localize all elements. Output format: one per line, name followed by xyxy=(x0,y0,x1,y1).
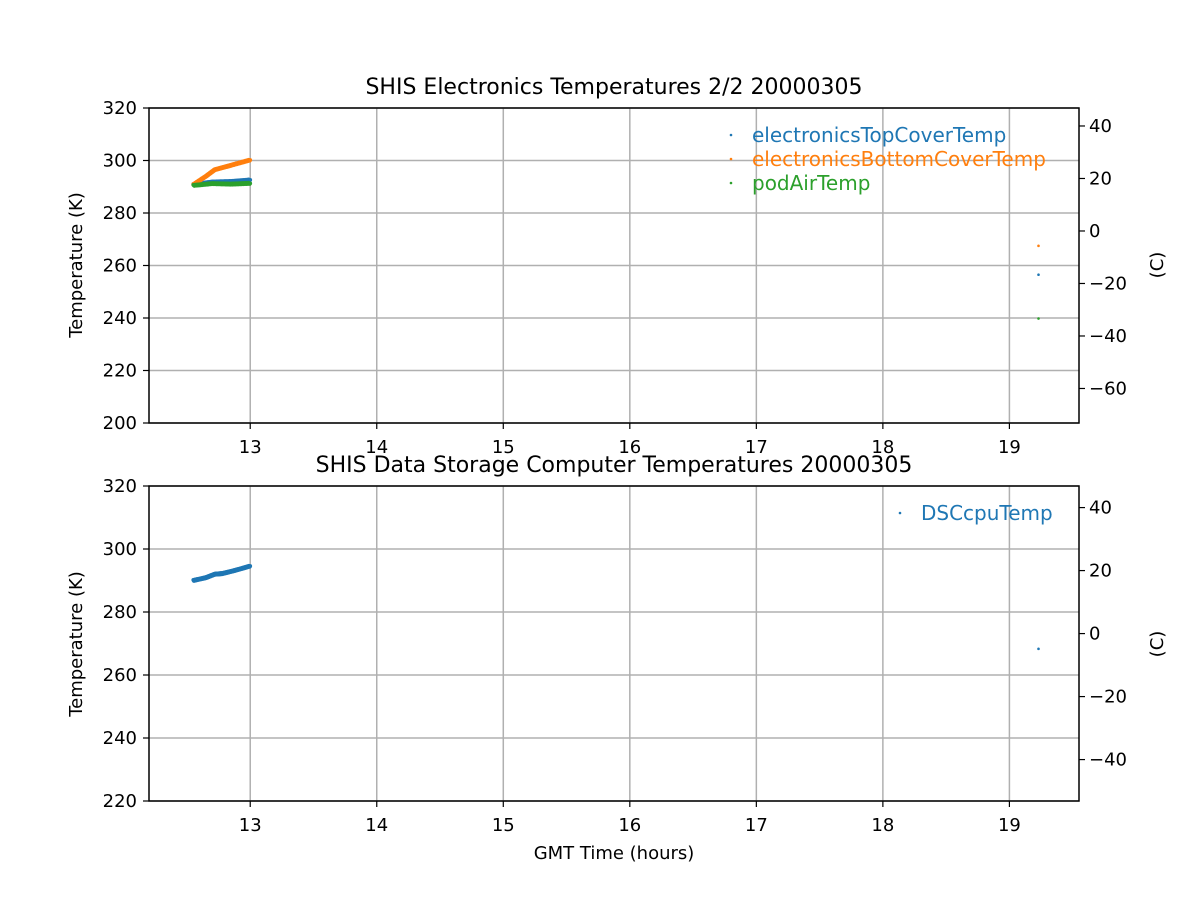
y-right-tick-label: 20 xyxy=(1089,168,1112,189)
data-point-electronicsTopCoverTemp xyxy=(248,178,253,182)
data-point-podAirTemp xyxy=(1037,317,1040,320)
x-tick-label: 13 xyxy=(239,437,262,458)
data-point-DSCcpuTemp xyxy=(1037,647,1040,651)
y-right-tick-label: 0 xyxy=(1089,221,1100,242)
top-panel: SHIS Electronics Temperatures 2/2 200003… xyxy=(66,75,1168,458)
y-tick-label: 320 xyxy=(103,476,137,497)
bottom-panel-ylabel-right: (C) xyxy=(1147,631,1168,658)
legend-label-electronicsTopCoverTemp: electronicsTopCoverTemp xyxy=(752,123,1006,147)
x-tick-label: 17 xyxy=(745,815,768,836)
y-right-tick-label: −40 xyxy=(1089,326,1127,347)
top-panel-axes: 13 14 15 16 17 18 19200220240260280300320−60−4… xyxy=(103,98,1127,458)
legend-label-electronicsBottomCoverTemp: electronicsBottomCoverTemp xyxy=(752,147,1046,171)
y-right-tick-label: 40 xyxy=(1089,498,1112,519)
y-tick-label: 260 xyxy=(103,665,137,686)
y-right-tick-label: 0 xyxy=(1089,624,1100,645)
data-point-podAirTemp xyxy=(248,181,253,186)
y-tick-label: 280 xyxy=(103,203,137,224)
y-tick-label: 200 xyxy=(103,413,137,434)
bottom-panel: SHIS Data Storage Computer Temperatures … xyxy=(66,453,1168,864)
legend-marker-DSCcpuTemp xyxy=(898,511,902,515)
y-tick-label: 240 xyxy=(103,308,137,329)
bottom-panel-grid xyxy=(149,485,1079,802)
bottom-panel-legend: DSCcpuTemp xyxy=(898,501,1053,525)
bottom-panel-axes: 13 14 15 16 17 18 19 220 240 260 280 300 320 −40 −20 0 2… xyxy=(103,476,1127,836)
data-point-electronicsTopCoverTemp xyxy=(1037,273,1040,276)
x-tick-label: 14 xyxy=(365,815,388,836)
data-point-DSCcpuTemp xyxy=(248,564,253,568)
y-right-tick-label: 20 xyxy=(1089,561,1112,582)
y-tick-label: 300 xyxy=(103,539,137,560)
bottom-panel-title: SHIS Data Storage Computer Temperatures … xyxy=(316,453,913,478)
y-tick-label: 220 xyxy=(103,361,137,382)
legend-marker-electronicsBottomCoverTemp xyxy=(729,157,733,161)
y-right-tick-label: −20 xyxy=(1089,273,1127,294)
y-tick-label: 240 xyxy=(103,728,137,749)
top-panel-marks xyxy=(191,157,1040,320)
x-tick-label: 15 xyxy=(492,815,515,836)
top-panel-ylabel-right: (C) xyxy=(1147,252,1168,279)
y-tick-label: 320 xyxy=(103,98,137,119)
data-point-electronicsBottomCoverTemp xyxy=(248,158,253,162)
x-tick-label: 18 xyxy=(871,815,894,836)
bottom-panel-marks xyxy=(191,563,1040,651)
legend-label-DSCcpuTemp: DSCcpuTemp xyxy=(921,501,1053,525)
y-right-tick-label: 40 xyxy=(1089,116,1112,137)
legend-marker-podAirTemp xyxy=(729,181,733,185)
x-tick-label: 16 xyxy=(618,437,641,458)
x-tick-label: 19 xyxy=(998,815,1021,836)
top-panel-title: SHIS Electronics Temperatures 2/2 200003… xyxy=(365,75,862,100)
x-tick-label: 15 xyxy=(492,437,515,458)
x-tick-label: 17 xyxy=(745,437,768,458)
data-point-electronicsBottomCoverTemp xyxy=(1037,244,1040,248)
top-panel-legend: electronicsTopCoverTempelectronicsBottom… xyxy=(729,123,1046,195)
x-axis-label: GMT Time (hours) xyxy=(534,843,695,864)
axes-frame xyxy=(148,485,1080,802)
y-right-tick-label: −60 xyxy=(1089,378,1127,399)
y-tick-label: 260 xyxy=(103,256,137,277)
legend-label-podAirTemp: podAirTemp xyxy=(752,171,870,195)
bottom-panel-ylabel: Temperature (K) xyxy=(66,571,87,718)
x-tick-label: 16 xyxy=(618,815,641,836)
x-tick-label: 19 xyxy=(998,437,1021,458)
x-tick-label: 18 xyxy=(871,437,894,458)
y-right-tick-label: −20 xyxy=(1089,687,1127,708)
y-tick-label: 220 xyxy=(103,791,137,812)
y-tick-label: 300 xyxy=(103,151,137,172)
x-tick-label: 14 xyxy=(365,437,388,458)
y-tick-label: 280 xyxy=(103,602,137,623)
top-panel-ylabel: Temperature (K) xyxy=(66,192,87,339)
x-tick-label: 13 xyxy=(239,815,262,836)
legend-marker-electronicsTopCoverTemp xyxy=(729,133,733,137)
y-right-tick-label: −40 xyxy=(1089,750,1127,771)
